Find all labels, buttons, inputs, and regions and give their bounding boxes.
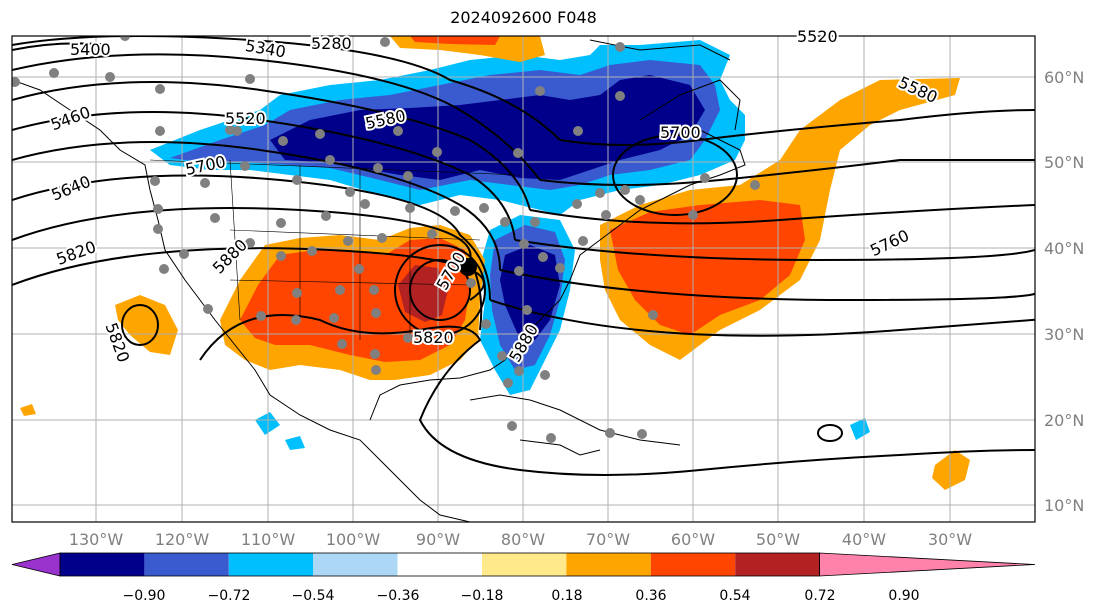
lat-label: 20°N [1044, 411, 1084, 430]
colorbar-segment [60, 553, 145, 576]
colorbar-tick-label: −0.90 [123, 588, 166, 604]
colorbar-segment [228, 553, 314, 576]
colorbar-tick-label: 0.54 [719, 588, 750, 604]
colorbar-extend-high [819, 552, 1036, 577]
positive-anomaly-orange-tiny [20, 404, 36, 416]
positive-anomaly-redorange-atlantic [610, 200, 805, 335]
colorbar-segment [566, 553, 651, 576]
colorbar-tick-label: 0.18 [551, 588, 582, 604]
colorbar [11, 552, 1036, 577]
station-markers [12, 36, 760, 443]
page-title: 2024092600 F048 [450, 8, 597, 27]
contour-label: 5820 [413, 328, 454, 347]
negative-anomaly-cyan-small-2 [285, 436, 305, 450]
contour-label: 5700 [660, 123, 701, 142]
colorbar-ticks: −0.90 −0.72 −0.54 −0.36 −0.18 0.18 0.36 … [123, 588, 920, 604]
lon-label: 110°W [241, 530, 296, 549]
lon-label: 90°W [416, 530, 460, 549]
longitude-labels: 130°W 120°W 110°W 100°W 90°W 80°W 70°W 6… [69, 530, 972, 549]
colorbar-tick-label: 0.90 [888, 588, 919, 604]
contour-label: 5520 [797, 27, 838, 46]
contour-label: 5400 [70, 40, 111, 59]
colorbar-segment [650, 553, 736, 576]
colorbar-segment [313, 553, 398, 576]
lat-label: 60°N [1044, 68, 1084, 87]
colorbar-tick-label: −0.72 [208, 588, 251, 604]
lon-label: 60°W [671, 530, 715, 549]
lon-label: 100°W [326, 530, 381, 549]
colorbar-tick-label: 0.72 [804, 588, 835, 604]
map-content [12, 36, 1035, 522]
lon-label: 50°W [756, 530, 800, 549]
lat-label: 10°N [1044, 496, 1084, 515]
lon-label: 130°W [69, 530, 124, 549]
lon-label: 120°W [155, 530, 210, 549]
lon-label: 70°W [586, 530, 630, 549]
colorbar-outline [59, 552, 820, 577]
positive-anomaly-orange-small [932, 450, 970, 490]
lat-label: 30°N [1044, 325, 1084, 344]
colorbar-tick-label: −0.54 [292, 588, 335, 604]
colorbar-segment [735, 553, 820, 576]
positive-anomaly-orange-pacific [115, 295, 178, 355]
lon-label: 80°W [501, 530, 545, 549]
colorbar-tick-label: −0.36 [377, 588, 420, 604]
colorbar-tick-label: −0.18 [461, 588, 504, 604]
latitude-labels: 60°N 50°N 40°N 30°N 20°N 10°N [1044, 68, 1084, 515]
contour-label: 5520 [225, 109, 266, 128]
contour-label: 5280 [311, 34, 352, 53]
reference-point-marker [459, 258, 477, 276]
positive-anomaly-darkred-south [398, 265, 448, 322]
colorbar-tick-label: 0.36 [635, 588, 666, 604]
colorbar-segment [397, 553, 482, 576]
lon-label: 30°W [928, 530, 972, 549]
positive-anomaly-redorange-top [410, 36, 500, 45]
negative-anomaly-cyan-small-3 [850, 418, 870, 440]
lat-lon-grid [12, 36, 1035, 522]
colorbar-extend-low [11, 552, 61, 577]
colorbar-segment [482, 553, 567, 576]
lat-label: 50°N [1044, 153, 1084, 172]
map-frame [11, 35, 1036, 523]
lat-label: 40°N [1044, 239, 1084, 258]
lon-label: 40°W [842, 530, 886, 549]
colorbar-segment [144, 553, 229, 576]
